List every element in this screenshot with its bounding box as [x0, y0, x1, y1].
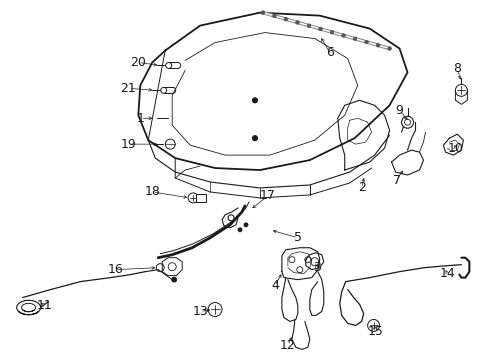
Circle shape: [284, 17, 287, 21]
Circle shape: [318, 27, 322, 31]
Circle shape: [295, 21, 299, 24]
Circle shape: [171, 277, 176, 282]
Text: 12: 12: [280, 339, 295, 352]
Text: 15: 15: [367, 325, 383, 338]
Text: 14: 14: [439, 267, 454, 280]
Text: 21: 21: [120, 82, 136, 95]
Text: 17: 17: [260, 189, 275, 202]
FancyBboxPatch shape: [196, 194, 205, 202]
Text: 20: 20: [130, 56, 146, 69]
Text: 6: 6: [325, 46, 333, 59]
Text: 7: 7: [392, 174, 400, 186]
Circle shape: [244, 223, 247, 227]
Circle shape: [387, 47, 390, 50]
Circle shape: [341, 34, 345, 37]
Circle shape: [364, 40, 367, 44]
Text: 3: 3: [312, 261, 320, 274]
Circle shape: [306, 24, 310, 27]
Text: 11: 11: [37, 299, 52, 312]
Text: 4: 4: [270, 279, 278, 292]
Circle shape: [329, 30, 333, 34]
Text: 10: 10: [447, 141, 463, 155]
Circle shape: [352, 37, 356, 41]
Circle shape: [272, 14, 276, 18]
Text: 5: 5: [293, 231, 301, 244]
Circle shape: [238, 228, 242, 232]
Text: 2: 2: [357, 181, 365, 194]
Circle shape: [261, 11, 264, 14]
Text: 13: 13: [192, 305, 207, 318]
Text: 8: 8: [452, 62, 461, 75]
Text: 19: 19: [120, 138, 136, 150]
Text: 9: 9: [395, 104, 403, 117]
Text: 18: 18: [144, 185, 160, 198]
Circle shape: [252, 98, 257, 103]
Text: 1: 1: [136, 112, 144, 125]
Circle shape: [375, 44, 379, 47]
Text: 16: 16: [107, 263, 123, 276]
Circle shape: [252, 136, 257, 141]
